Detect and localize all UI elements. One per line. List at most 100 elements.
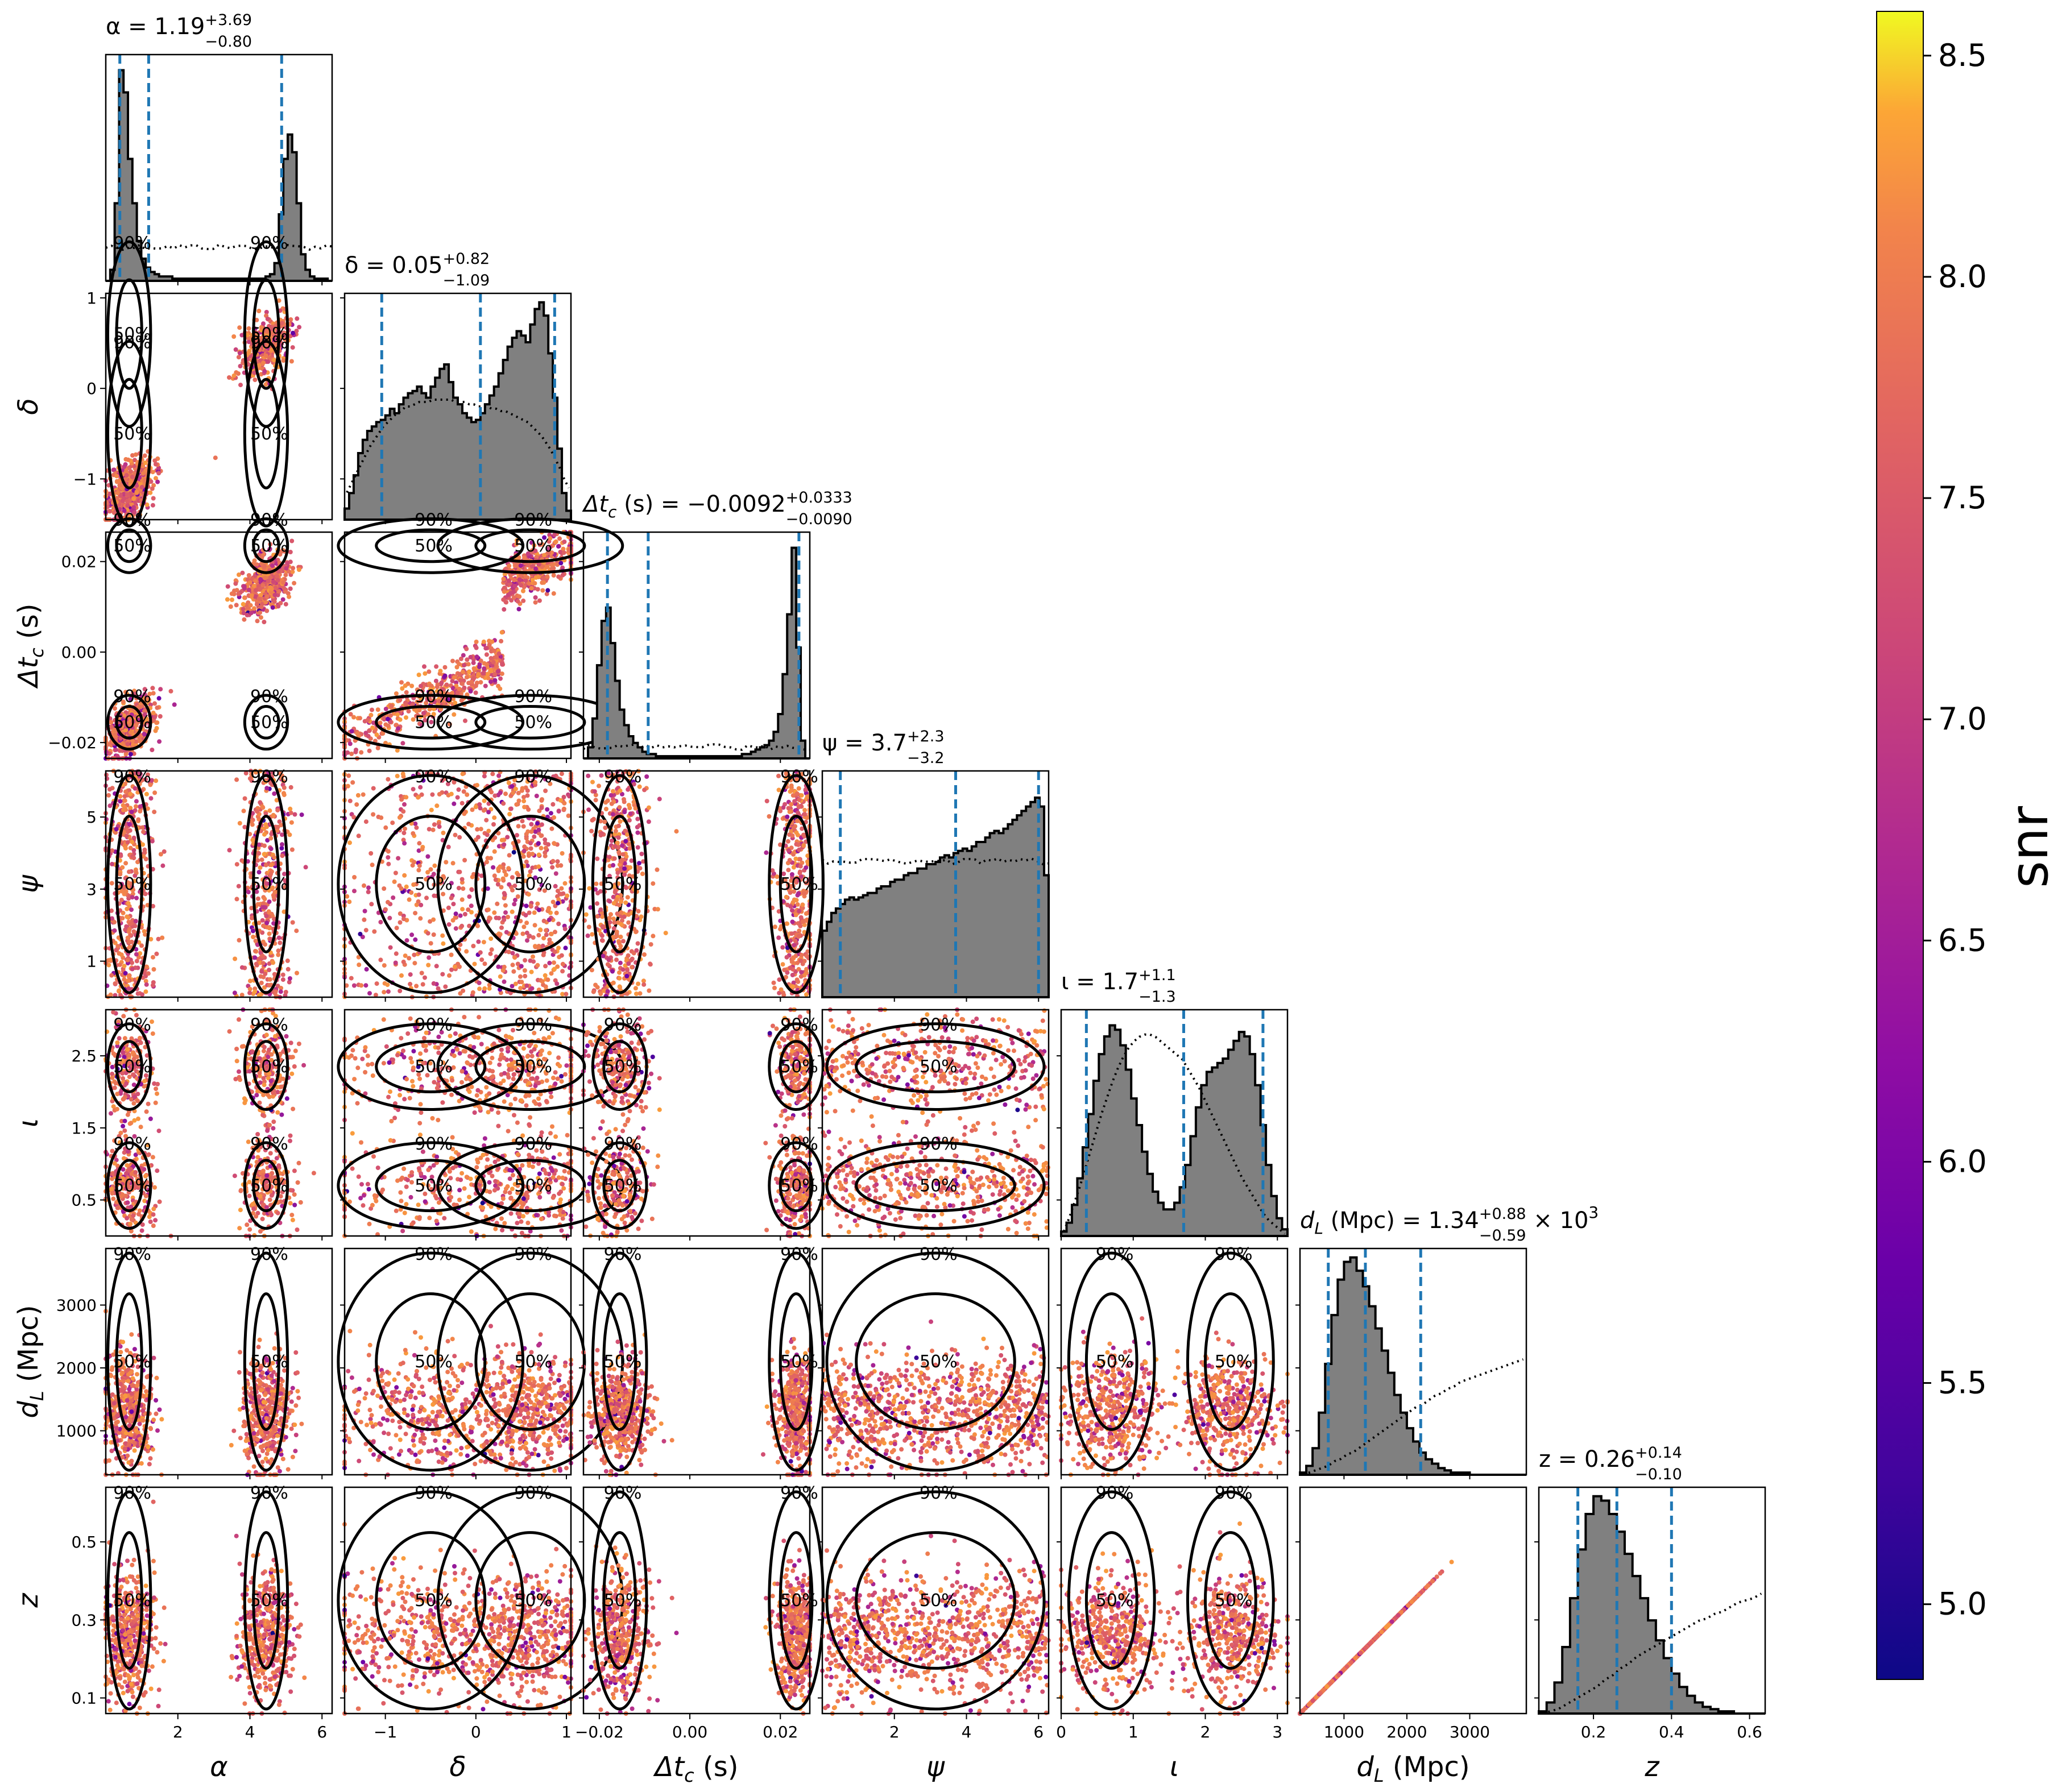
scatter-point	[254, 602, 259, 607]
scatter-point	[256, 309, 262, 313]
scatter-point	[112, 928, 117, 933]
scatter-point	[519, 980, 524, 985]
scatter-point	[496, 964, 501, 969]
scatter-point	[548, 811, 553, 816]
scatter-point	[230, 598, 234, 602]
scatter-point	[539, 822, 544, 827]
scatter-point	[535, 821, 540, 826]
scatter-point	[295, 970, 299, 976]
scatter-point	[110, 848, 115, 853]
scatter-point	[511, 790, 516, 795]
scatter-point	[428, 941, 433, 946]
scatter-point	[635, 845, 640, 850]
scatter-point	[142, 929, 147, 934]
scatter-point	[272, 855, 277, 860]
scatter-point	[434, 803, 440, 808]
scatter-point	[532, 581, 537, 586]
scatter-point	[236, 591, 241, 596]
scatter-point	[295, 316, 300, 321]
scatter-point	[482, 986, 487, 991]
scatter-point	[382, 990, 387, 995]
scatter-point	[566, 813, 571, 818]
scatter-point	[141, 829, 146, 835]
scatter-point	[399, 680, 404, 685]
scatter-point	[510, 951, 515, 956]
scatter-point	[507, 882, 512, 887]
scatter-point	[117, 988, 122, 993]
scatter-point	[464, 646, 469, 652]
scatter-point	[265, 316, 270, 321]
scatter-point	[129, 810, 134, 815]
scatter-point	[288, 810, 293, 815]
scatter-point	[412, 961, 417, 966]
scatter-point	[459, 923, 465, 928]
scatter-point	[140, 842, 145, 847]
scatter-point	[477, 665, 482, 670]
scatter-point	[504, 930, 509, 935]
scatter-point	[125, 492, 130, 497]
scatter-point	[268, 585, 273, 590]
scatter-point	[536, 841, 541, 846]
scatter-point	[275, 574, 280, 579]
scatter-point	[271, 960, 276, 965]
scatter-point	[347, 840, 352, 845]
scatter-point	[386, 989, 391, 994]
scatter-point	[287, 594, 292, 599]
scatter-point	[236, 355, 241, 360]
scatter-point	[510, 984, 515, 989]
scatter-point	[617, 976, 622, 981]
scatter-point	[487, 916, 492, 921]
y-tick-label: 0.00	[61, 643, 97, 662]
scatter-point	[363, 983, 369, 988]
scatter-point	[249, 915, 254, 920]
scatter-point	[152, 790, 158, 795]
scatter-point	[402, 802, 407, 807]
contour-label-90: 90%	[250, 687, 288, 707]
scatter-point	[358, 716, 362, 721]
scatter-point	[362, 883, 366, 888]
scatter-point	[283, 602, 288, 607]
scatter-point	[366, 885, 371, 890]
scatter-point	[231, 373, 237, 378]
scatter-point	[292, 580, 297, 586]
scatter-point	[476, 672, 481, 677]
scatter-point	[417, 863, 422, 868]
scatter-point	[494, 664, 499, 669]
scatter-point	[234, 603, 239, 608]
scatter-point	[503, 903, 508, 908]
scatter-point	[501, 576, 506, 582]
scatter-point	[512, 578, 517, 583]
scatter-point	[451, 902, 456, 907]
scatter-point	[113, 981, 118, 986]
scatter-point	[260, 804, 265, 810]
scatter-point	[449, 791, 454, 797]
scatter-point	[263, 353, 268, 358]
scatter-point	[119, 952, 124, 957]
scatter-point	[114, 827, 119, 832]
scatter-point	[264, 310, 269, 314]
scatter-point	[259, 980, 264, 985]
scatter-point	[524, 983, 529, 988]
scatter-point	[125, 935, 130, 940]
scatter-point	[641, 982, 647, 987]
scatter-point	[240, 570, 245, 575]
scatter-point	[553, 883, 558, 889]
scatter-point	[401, 959, 406, 964]
scatter-point	[126, 457, 131, 462]
scatter-point	[459, 897, 465, 902]
scatter-point	[255, 619, 260, 624]
scatter-point	[371, 786, 376, 791]
contour-label-50: 50%	[250, 874, 288, 894]
scatter-point	[396, 856, 401, 861]
scatter-point	[521, 598, 526, 603]
scatter-point	[547, 941, 552, 946]
scatter-point	[278, 940, 283, 945]
scatter-point	[349, 729, 354, 734]
scatter-point	[499, 630, 504, 635]
scatter-point	[510, 784, 515, 789]
scatter-point	[521, 799, 527, 804]
scatter-point	[353, 749, 358, 754]
scatter-point	[107, 803, 113, 808]
scatter-point	[545, 977, 550, 982]
scatter-point	[477, 980, 482, 985]
